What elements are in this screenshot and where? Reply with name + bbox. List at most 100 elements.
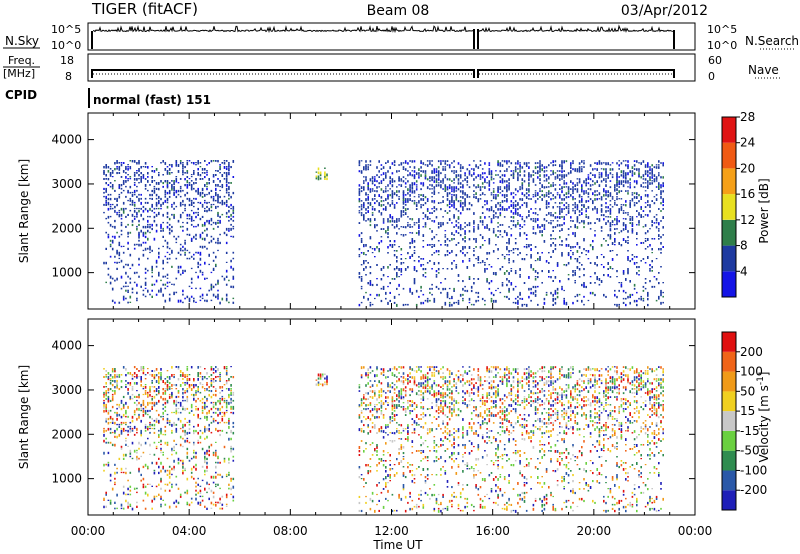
range-cell — [473, 160, 475, 162]
range-cell — [563, 299, 565, 302]
range-cell — [367, 408, 369, 410]
range-cell — [190, 217, 193, 221]
range-cell — [530, 254, 532, 257]
power-cells — [103, 160, 664, 307]
range-cell — [193, 384, 195, 387]
range-cell — [409, 190, 411, 193]
range-cell — [583, 282, 585, 284]
range-cell — [149, 193, 151, 197]
range-cell — [389, 166, 391, 170]
range-cell — [186, 397, 189, 401]
range-cell — [324, 167, 326, 169]
range-cell — [644, 240, 647, 242]
range-cell — [545, 293, 548, 296]
range-cell — [122, 395, 125, 399]
range-cell — [225, 495, 228, 499]
range-cell — [155, 187, 158, 190]
range-cell — [190, 215, 193, 219]
range-cell — [120, 162, 123, 164]
range-cell — [660, 190, 662, 193]
range-cell — [501, 206, 504, 209]
range-cell — [317, 171, 320, 175]
range-cell — [195, 384, 197, 387]
range-cell — [217, 501, 219, 504]
range-cell — [107, 378, 110, 381]
range-cell — [365, 442, 367, 445]
range-cell — [622, 170, 625, 173]
range-cell — [151, 499, 153, 503]
range-cell — [212, 368, 215, 371]
range-cell — [319, 377, 322, 380]
range-cell — [369, 178, 372, 181]
range-cell — [118, 166, 121, 169]
range-cell — [360, 206, 363, 208]
range-cell — [162, 417, 164, 421]
range-cell — [232, 297, 235, 300]
range-cell — [122, 201, 125, 205]
range-cell — [125, 180, 127, 183]
range-cell — [182, 199, 184, 203]
range-cell — [118, 457, 121, 460]
range-cell — [545, 214, 548, 216]
range-cell — [433, 186, 436, 189]
range-cell — [122, 189, 125, 192]
range-cell — [109, 193, 112, 196]
range-cell — [232, 405, 235, 409]
range-cell — [587, 192, 590, 196]
range-cell — [376, 484, 378, 487]
range-cell — [369, 380, 372, 382]
range-cell — [365, 398, 367, 401]
range-cell — [576, 170, 579, 173]
range-cell — [587, 222, 590, 225]
range-cell — [581, 160, 583, 163]
range-cell — [473, 282, 475, 285]
range-cell — [179, 185, 182, 188]
range-cell — [109, 441, 112, 444]
range-cell — [138, 239, 140, 242]
range-cell — [508, 238, 510, 241]
range-cell — [660, 236, 662, 239]
range-cell — [437, 174, 440, 177]
range-cell — [129, 160, 132, 162]
range-cell — [371, 408, 374, 411]
range-cell — [129, 203, 132, 206]
range-cell — [563, 264, 565, 266]
range-cell — [429, 184, 431, 186]
range-cell — [107, 221, 110, 224]
range-cell — [232, 191, 235, 195]
range-cell — [365, 501, 367, 504]
range-cell — [422, 204, 425, 206]
range-cell — [464, 172, 466, 174]
range-cell — [537, 226, 539, 229]
range-cell — [605, 174, 607, 177]
range-cell — [122, 170, 125, 173]
range-cell — [391, 216, 394, 219]
range-cell — [197, 431, 199, 435]
range-cell — [365, 176, 367, 178]
range-cell — [114, 180, 116, 182]
range-cell — [223, 166, 226, 169]
range-cell — [188, 257, 191, 260]
range-cell — [636, 192, 638, 196]
range-cell — [217, 413, 219, 417]
range-cell — [147, 401, 149, 405]
range-cell — [219, 403, 221, 406]
range-cell — [559, 188, 561, 190]
range-cell — [219, 391, 221, 394]
range-cell — [396, 428, 398, 430]
range-cell — [228, 172, 230, 175]
range-cell — [125, 297, 127, 300]
range-cell — [186, 437, 189, 440]
range-cell — [230, 411, 232, 414]
range-cell — [578, 222, 581, 224]
range-cell — [426, 186, 429, 190]
range-cell — [193, 397, 195, 401]
range-cell — [499, 234, 502, 236]
range-cell — [114, 443, 116, 447]
range-cell — [206, 193, 208, 196]
range-cell — [382, 200, 385, 202]
range-cell — [182, 162, 184, 164]
range-cell — [631, 216, 634, 219]
range-cell — [627, 240, 629, 242]
range-cell — [219, 501, 221, 504]
